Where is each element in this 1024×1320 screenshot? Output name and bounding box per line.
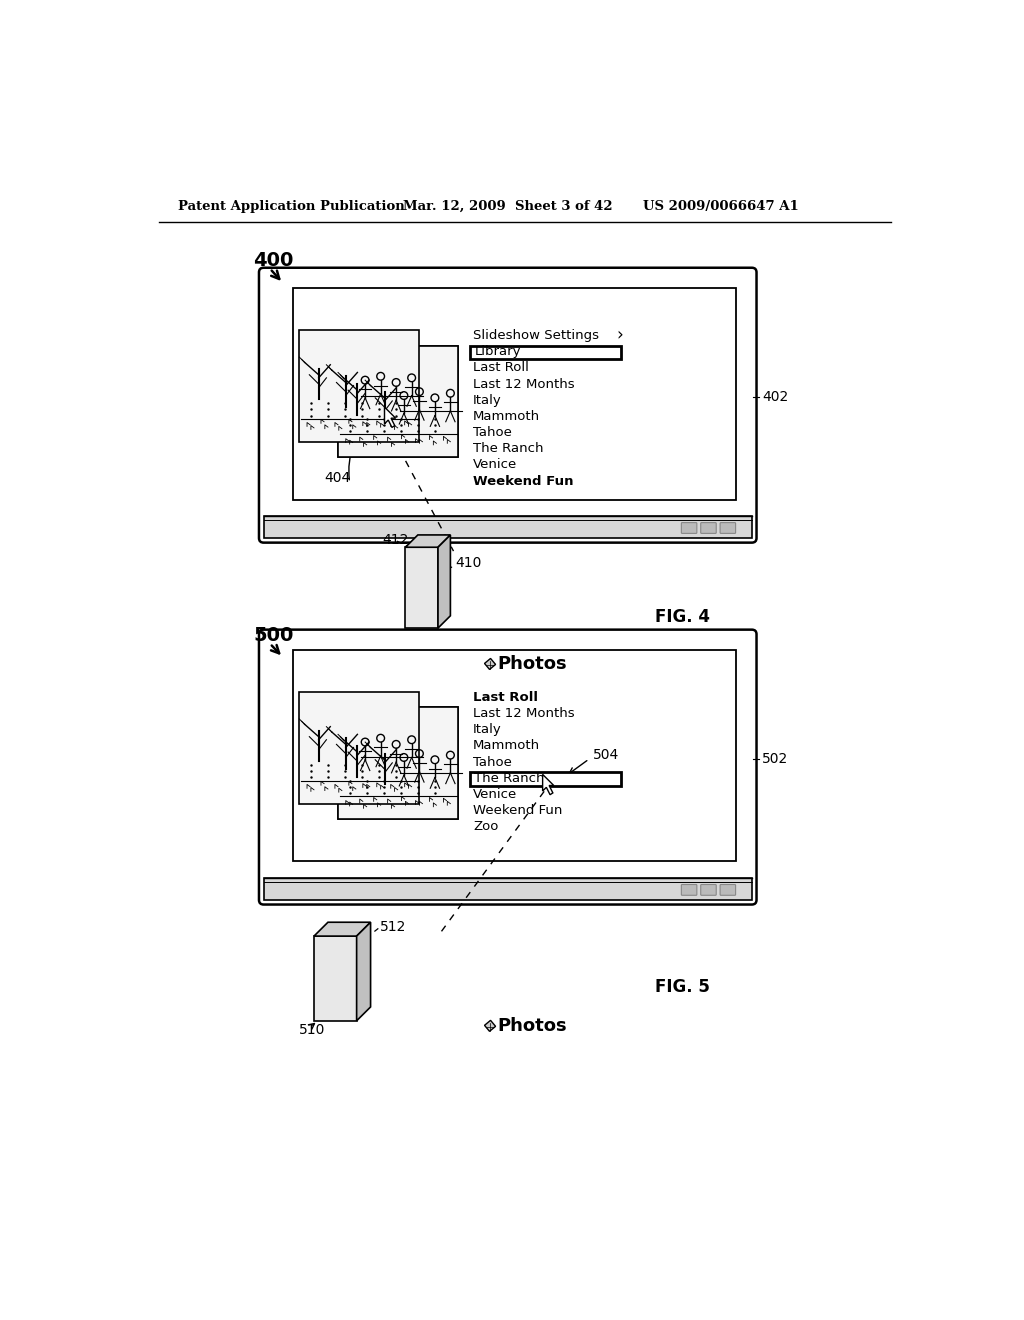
Text: Patent Application Publication: Patent Application Publication [178,199,406,213]
Bar [338,708,458,818]
FancyBboxPatch shape [681,523,697,533]
Text: Library: Library [474,345,521,358]
FancyBboxPatch shape [259,268,757,543]
Bar [299,692,420,804]
Bar [293,288,736,499]
Bar [470,772,621,785]
Text: Last 12 Months: Last 12 Months [473,378,574,391]
Bar [263,878,752,900]
Polygon shape [484,1020,496,1031]
Text: FIG. 5: FIG. 5 [655,978,710,995]
Text: FIG. 4: FIG. 4 [655,609,710,626]
Text: Last Roll: Last Roll [473,690,538,704]
Polygon shape [406,535,451,548]
Text: Tahoe: Tahoe [473,426,512,440]
Text: Weekend Fun: Weekend Fun [473,474,573,487]
Text: 512: 512 [380,920,407,933]
Text: Mammoth: Mammoth [473,739,540,752]
Text: The Ranch: The Ranch [473,442,544,455]
Bar [470,346,621,359]
Polygon shape [314,923,371,936]
Text: Slideshow Settings: Slideshow Settings [473,329,599,342]
Text: Mammoth: Mammoth [473,409,540,422]
Bar [299,330,420,442]
Text: Photos: Photos [498,655,567,673]
Text: Last 12 Months: Last 12 Months [473,708,574,721]
Text: The Ranch: The Ranch [474,772,545,785]
Bar [338,346,458,457]
Text: Last Roll: Last Roll [473,362,528,375]
Polygon shape [543,775,554,795]
FancyBboxPatch shape [720,523,735,533]
FancyBboxPatch shape [700,884,716,895]
Text: ›: › [616,326,623,345]
Text: 510: 510 [299,1023,325,1038]
Bar [263,516,752,539]
Polygon shape [438,535,451,628]
Bar [338,346,458,457]
Text: US 2009/0066647 A1: US 2009/0066647 A1 [643,199,799,213]
Text: 404: 404 [324,471,350,484]
Text: 412: 412 [382,532,409,546]
Polygon shape [314,936,356,1020]
Text: Photos: Photos [498,1016,567,1035]
Text: 500: 500 [254,626,294,645]
Text: Mar. 12, 2009  Sheet 3 of 42: Mar. 12, 2009 Sheet 3 of 42 [403,199,612,213]
Text: Zoo: Zoo [473,820,499,833]
FancyBboxPatch shape [720,884,735,895]
Text: Tahoe: Tahoe [473,755,512,768]
Text: 402: 402 [762,391,788,404]
FancyBboxPatch shape [681,884,697,895]
FancyBboxPatch shape [700,523,716,533]
Text: Venice: Venice [473,788,517,801]
Text: Italy: Italy [473,723,502,737]
Text: Weekend Fun: Weekend Fun [473,804,562,817]
Polygon shape [356,923,371,1020]
Bar [293,649,736,862]
Text: 400: 400 [254,251,294,271]
Polygon shape [406,548,438,628]
Polygon shape [385,407,395,428]
Polygon shape [484,659,496,669]
Text: Venice: Venice [473,458,517,471]
Bar [338,708,458,818]
FancyBboxPatch shape [259,630,757,904]
Text: 502: 502 [762,752,788,766]
Text: Italy: Italy [473,393,502,407]
Text: 410: 410 [455,556,481,570]
Text: 504: 504 [593,748,620,762]
